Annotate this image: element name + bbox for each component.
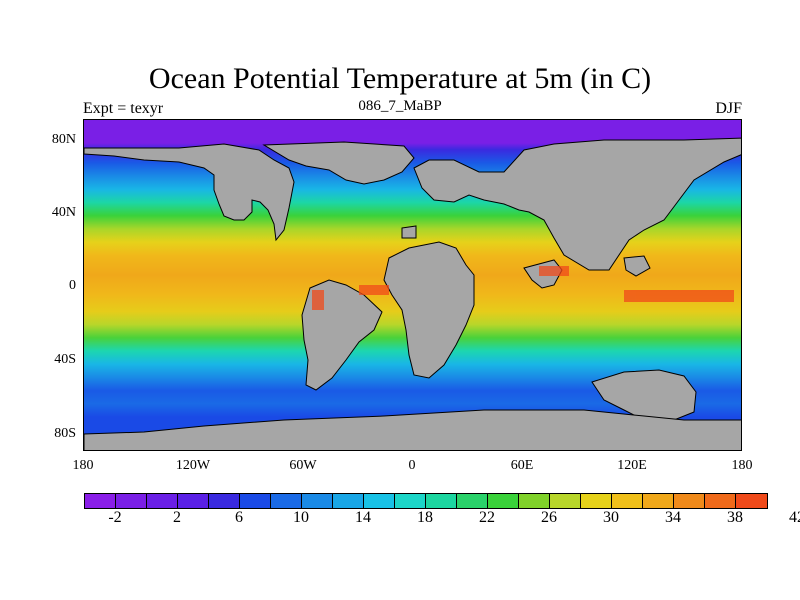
colorbar-swatch (85, 494, 116, 508)
colorbar-swatch (643, 494, 674, 508)
colorbar-swatch (178, 494, 209, 508)
colorbar-swatch (209, 494, 240, 508)
run-label: 086_7_MaBP (358, 98, 442, 114)
colorbar-swatch (426, 494, 457, 508)
land-greenland (262, 141, 415, 185)
colorbar-swatch (395, 494, 426, 508)
land-mask (84, 137, 741, 450)
x-tick-label: 60W (289, 458, 317, 473)
x-tick-label: 180 (72, 458, 94, 473)
colorbar-swatch (736, 494, 767, 508)
colorbar-swatch (550, 494, 581, 508)
colorbar-swatch (333, 494, 364, 508)
colorbar-label: 6 (235, 509, 243, 526)
land-island-2 (401, 225, 417, 239)
colorbar-label: 26 (541, 509, 557, 526)
colorbar-swatch (674, 494, 705, 508)
colorbar-label: 38 (727, 509, 743, 526)
colorbar (84, 493, 768, 509)
colorbar-swatch (116, 494, 147, 508)
land-eurasia (413, 137, 741, 271)
y-tick-label: 80S (54, 426, 76, 441)
x-tick-label: 120E (617, 458, 647, 473)
colorbar-swatch (302, 494, 333, 508)
colorbar-swatch (705, 494, 736, 508)
colorbar-label: 30 (603, 509, 619, 526)
colorbar-swatch (147, 494, 178, 508)
colorbar-label: 10 (293, 509, 309, 526)
x-tick-label: 0 (408, 458, 416, 473)
land-antarctica (84, 409, 741, 450)
land-africa (383, 241, 475, 379)
colorbar-label: 42 (789, 509, 800, 526)
y-tick-label: 0 (69, 278, 76, 293)
experiment-label: Expt = texyr (83, 100, 164, 117)
colorbar-label: 2 (173, 509, 181, 526)
y-tick-label: 40S (54, 352, 76, 367)
colorbar-label: 34 (665, 509, 681, 526)
land-north-america (84, 143, 295, 242)
colorbar-swatch (240, 494, 271, 508)
season-label: DJF (715, 100, 742, 117)
colorbar-label: 22 (479, 509, 495, 526)
land-australia (591, 369, 697, 421)
colorbar-swatch (488, 494, 519, 508)
x-tick-label: 120W (175, 458, 211, 473)
y-tick-label: 40N (51, 205, 76, 220)
map-title: Ocean Potential Temperature at 5m (in C) (148, 62, 652, 95)
colorbar-swatch (271, 494, 302, 508)
colorbar-swatch (364, 494, 395, 508)
x-tick-label: 60E (510, 458, 534, 473)
colorbar-swatch (612, 494, 643, 508)
colorbar-swatch (457, 494, 488, 508)
colorbar-label: -2 (108, 509, 122, 526)
x-tick-label: 180 (731, 458, 753, 473)
temperature-map (83, 119, 742, 451)
land-island-1 (623, 255, 651, 277)
y-tick-label: 80N (51, 132, 76, 147)
colorbar-label: 18 (417, 509, 433, 526)
colorbar-label: 14 (355, 509, 371, 526)
colorbar-swatch (519, 494, 550, 508)
colorbar-swatch (581, 494, 612, 508)
